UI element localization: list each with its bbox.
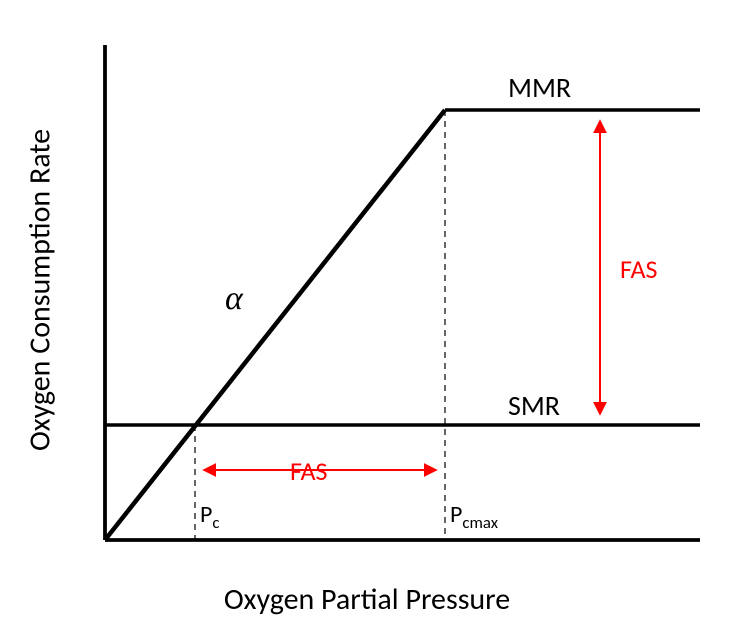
pcmax-main: P bbox=[450, 500, 462, 529]
curves bbox=[105, 110, 700, 540]
axes bbox=[105, 45, 700, 540]
pc-sub: c bbox=[212, 512, 219, 533]
fas-label-vertical: FAS bbox=[620, 253, 657, 285]
pc-tick-label: Pc bbox=[200, 500, 220, 533]
fas-label-horizontal: FAS bbox=[290, 455, 327, 487]
mmr-label: MMR bbox=[508, 70, 571, 105]
smr-label: SMR bbox=[508, 388, 560, 423]
y-axis-title: Oxygen Consumption Rate bbox=[22, 129, 59, 451]
pc-main: P bbox=[200, 500, 212, 529]
pcmax-sub: cmax bbox=[462, 512, 498, 533]
alpha-label: α bbox=[225, 280, 243, 318]
x-axis-title: Oxygen Partial Pressure bbox=[0, 581, 734, 618]
mmr-slope bbox=[105, 110, 445, 540]
plot-svg bbox=[0, 0, 734, 636]
pcmax-tick-label: Pcmax bbox=[450, 500, 498, 533]
figure-container: { "figure": { "type": "diagram", "width_… bbox=[0, 0, 734, 636]
